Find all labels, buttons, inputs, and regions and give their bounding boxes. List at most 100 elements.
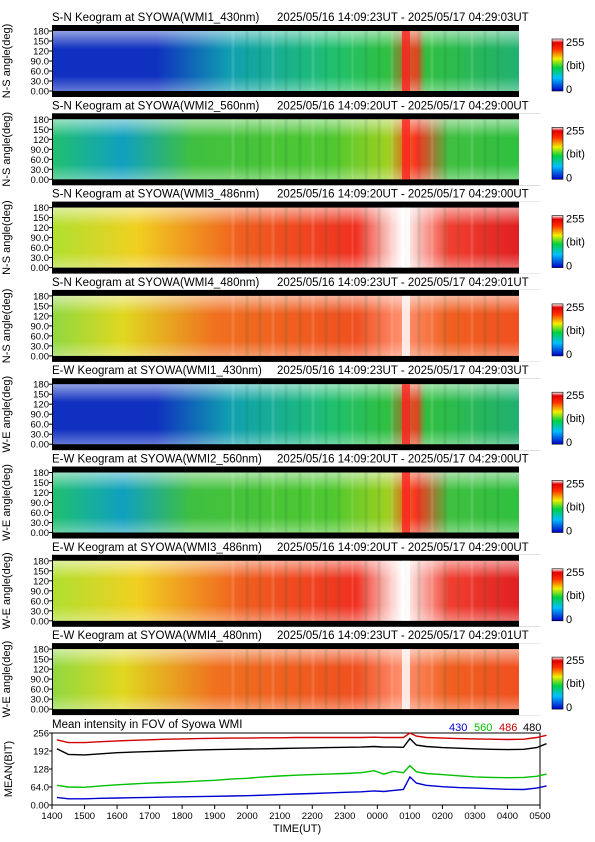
ytick-label: 90.0 (31, 233, 50, 244)
auroral-break (401, 119, 410, 180)
heatmap-shading (53, 119, 519, 180)
colorbar-min: 0 (566, 261, 572, 273)
panel-title: S-N Keogram at SYOWA(WMI2_560nm) (52, 100, 259, 112)
panel-ylabel: N-S angle(deg) (1, 289, 13, 364)
xtick-label: 0000 (367, 811, 388, 822)
colorbar (551, 480, 564, 533)
ytick-label: 30.0 (31, 341, 50, 352)
ytick-label: 30.0 (31, 77, 50, 88)
ytick-label: 30.0 (31, 165, 50, 176)
colorbar-unit: (bit) (566, 237, 585, 249)
colorbar-min: 0 (566, 614, 572, 626)
ytick-label: 60.0 (31, 67, 50, 78)
heatmap-shading (53, 649, 519, 710)
xtick-label: 0300 (464, 811, 485, 822)
ytick-label: 150 (33, 655, 49, 666)
ytick-label: 180 (33, 115, 49, 126)
keogram-panel-4: S-N Keogram at SYOWA(WMI4_480nm) 2025/05/… (1, 277, 585, 363)
ytick-label: 0.00 (31, 263, 50, 274)
xtick-label: 1600 (106, 811, 127, 822)
ytick-label: 0.00 (31, 528, 50, 539)
xtick-label: 1500 (74, 811, 95, 822)
colorbar-unit: (bit) (566, 148, 585, 160)
keogram-panel-8: E-W Keogram at SYOWA(WMI4_480nm) 2025/05/… (1, 630, 585, 717)
chart-ytick-label: 0.00 (31, 801, 50, 812)
ytick-label: 60.0 (31, 331, 50, 342)
ytick-label: 60.0 (31, 243, 50, 254)
colorbar-unit: (bit) (566, 60, 585, 72)
ytick-label: 30.0 (31, 518, 50, 529)
ytick-label: 180 (33, 556, 49, 567)
colorbar-max: 255 (566, 214, 584, 226)
heatmap-shading (53, 31, 519, 91)
ytick-label: 150 (33, 37, 49, 48)
xtick-label: 0200 (432, 811, 453, 822)
panel-title: S-N Keogram at SYOWA(WMI4_480nm) (52, 277, 259, 289)
colorbar (551, 656, 564, 710)
panel-time-range: 2025/05/16 14:09:20UT - 2025/05/17 04:29… (277, 542, 529, 554)
panel-ylabel: N-S angle(deg) (1, 200, 13, 275)
auroral-break (401, 31, 410, 91)
ytick-label: 0.00 (31, 175, 50, 186)
auroral-break (401, 472, 410, 533)
colorbar-max: 255 (566, 567, 584, 579)
chart-frame (51, 732, 541, 806)
colorbar-max: 255 (566, 125, 584, 137)
ytick-label: 90.0 (31, 57, 50, 68)
ytick-label: 0.00 (31, 440, 50, 451)
keogram-panel-6: E-W Keogram at SYOWA(WMI2_560nm) 2025/05/… (1, 454, 585, 541)
series-line-430 (56, 775, 547, 800)
ytick-label: 120 (33, 311, 49, 322)
colorbar-min: 0 (566, 84, 572, 96)
colorbar (551, 391, 564, 445)
heatmap-shading (53, 295, 519, 356)
ytick-label: 0.00 (31, 705, 50, 716)
ytick-label: 0.00 (31, 351, 50, 362)
ytick-label: 150 (33, 390, 49, 401)
panel-time-range: 2025/05/16 14:09:20UT - 2025/05/17 04:29… (277, 100, 529, 112)
series-line-486 (56, 732, 547, 744)
heatmap-shading (53, 472, 519, 533)
colorbar-min: 0 (566, 437, 572, 449)
ytick-label: 120 (33, 488, 49, 499)
colorbar (551, 215, 564, 268)
panel-title: S-N Keogram at SYOWA(WMI3_486nm) (52, 189, 259, 201)
xtick-label: 2300 (334, 811, 355, 822)
colorbar-min: 0 (566, 526, 572, 538)
series-line-480 (56, 737, 547, 756)
chart-title: Mean intensity in FOV of Syowa WMI (52, 719, 242, 731)
keogram-panel-1: S-N Keogram at SYOWA(WMI1_430nm) 2025/05/… (1, 12, 585, 98)
chart-ytick-label: 128 (33, 765, 49, 776)
xtick-label: 1400 (41, 811, 62, 822)
legend-entry-486: 486 (499, 722, 517, 734)
heatmap-shading (53, 207, 519, 268)
series-line-560 (56, 764, 547, 789)
ytick-label: 120 (33, 47, 49, 58)
colorbar-unit: (bit) (566, 413, 585, 425)
panel-title: E-W Keogram at SYOWA(WMI2_560nm) (52, 454, 262, 466)
ytick-label: 60.0 (31, 155, 50, 166)
panel-ylabel: W-E angle(deg) (1, 641, 13, 718)
xtick-label: 2100 (269, 811, 290, 822)
ytick-label: 180 (33, 27, 49, 38)
panel-ylabel: W-E angle(deg) (1, 464, 13, 541)
xtick-label: 2200 (302, 811, 323, 822)
colorbar-max: 255 (566, 37, 584, 49)
heatmap-shading (53, 560, 519, 621)
ytick-label: 180 (33, 645, 49, 656)
ytick-label: 150 (33, 478, 49, 489)
chart-ylabel: MEAN(BIT) (3, 741, 15, 797)
keogram-panel-2: S-N Keogram at SYOWA(WMI2_560nm) 2025/05/… (1, 100, 585, 186)
legend-entry-480: 480 (523, 722, 541, 734)
ytick-label: 150 (33, 301, 49, 312)
heatmap-blank-end (519, 466, 540, 539)
xtick-label: 0500 (529, 811, 550, 822)
colorbar-min: 0 (566, 349, 572, 361)
ytick-label: 120 (33, 135, 49, 146)
colorbar (551, 568, 564, 622)
heatmap-blank-end (519, 113, 540, 186)
colorbar-max: 255 (566, 655, 584, 667)
ytick-label: 30.0 (31, 253, 50, 264)
panel-title: S-N Keogram at SYOWA(WMI1_430nm) (52, 12, 259, 24)
